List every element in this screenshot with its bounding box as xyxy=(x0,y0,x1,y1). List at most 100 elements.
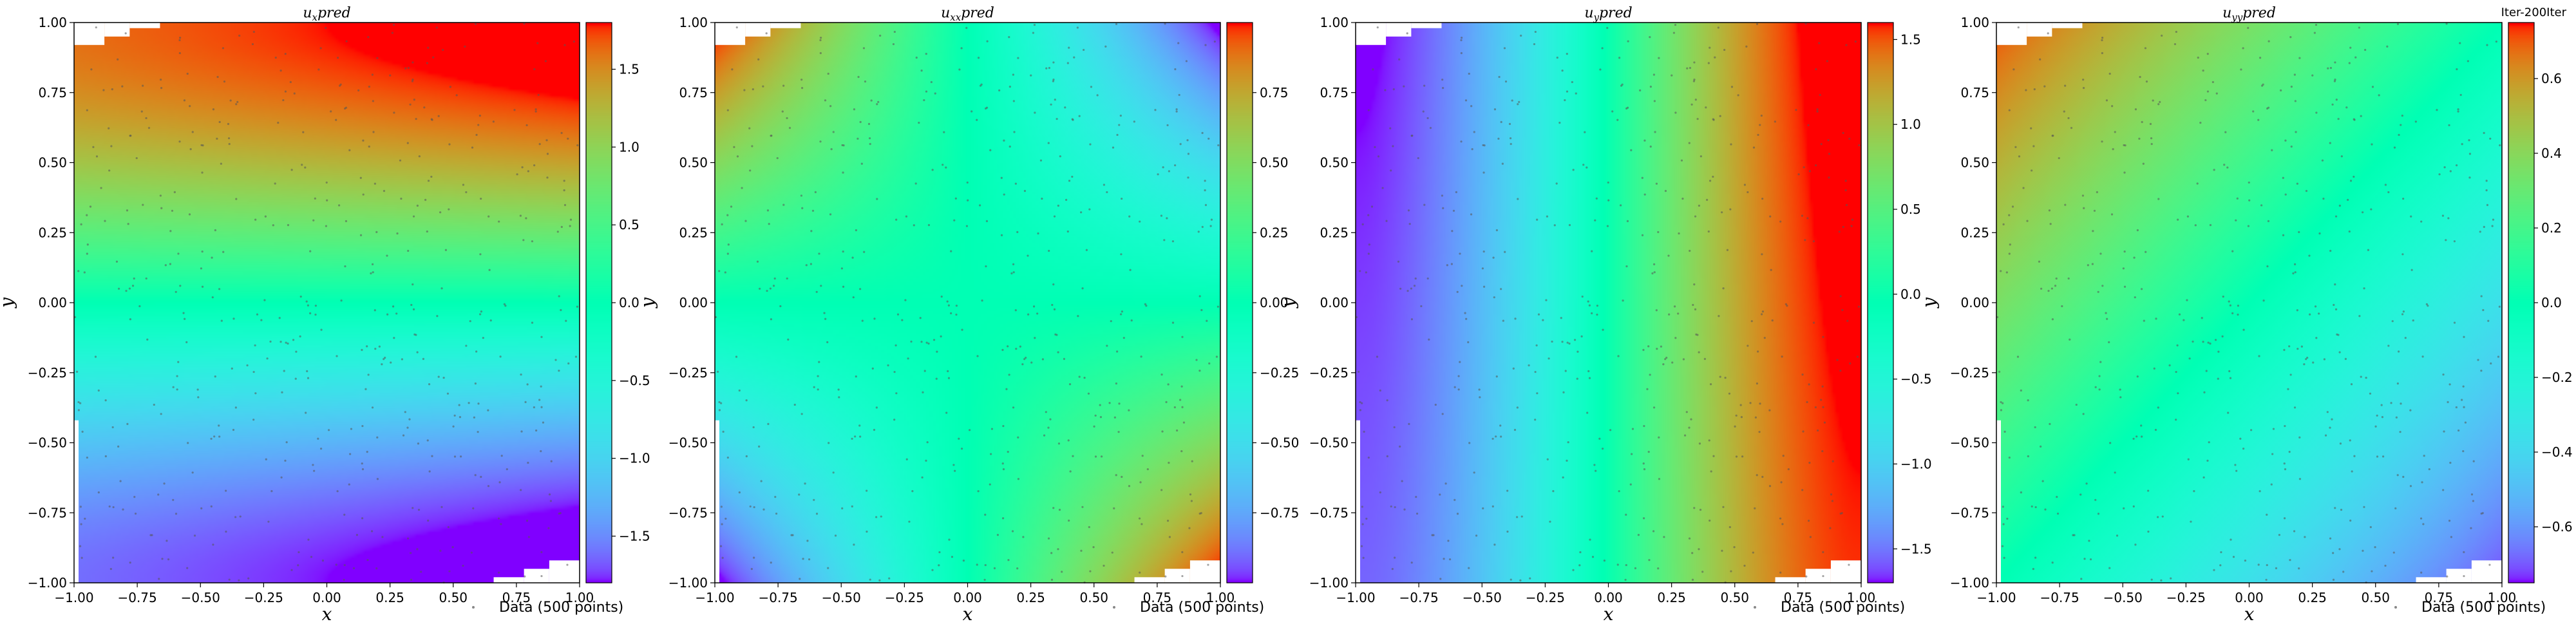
data-point xyxy=(800,79,803,81)
data-point xyxy=(444,249,448,251)
data-point xyxy=(1185,60,1188,62)
data-point xyxy=(1553,224,1556,227)
data-point xyxy=(1120,253,1122,256)
data-point xyxy=(962,559,965,562)
data-point xyxy=(940,335,942,338)
data-point xyxy=(1513,428,1517,431)
data-point xyxy=(2202,476,2205,478)
data-point xyxy=(294,377,297,380)
data-point xyxy=(1464,312,1466,314)
data-point xyxy=(2228,370,2231,372)
data-point xyxy=(79,402,82,404)
data-point xyxy=(2289,35,2292,39)
data-point xyxy=(564,204,567,206)
data-point xyxy=(1578,564,1581,567)
data-point xyxy=(236,100,239,103)
data-point xyxy=(1021,363,1024,366)
data-point xyxy=(2257,118,2260,121)
data-point xyxy=(310,556,313,558)
data-point xyxy=(1708,439,1710,442)
data-point xyxy=(727,243,730,246)
data-point xyxy=(2257,564,2260,566)
data-point xyxy=(2334,61,2336,64)
mask-corner xyxy=(1356,23,1387,45)
data-point xyxy=(1639,89,1642,91)
data-point xyxy=(446,392,450,395)
data-point xyxy=(996,534,999,536)
data-point xyxy=(1410,135,1413,137)
data-point xyxy=(1066,230,1069,233)
data-point xyxy=(1069,470,1072,473)
data-point xyxy=(1854,40,1857,43)
data-point xyxy=(138,305,141,308)
data-point xyxy=(741,187,743,189)
data-point xyxy=(297,564,299,567)
data-point xyxy=(859,120,862,124)
data-point xyxy=(1828,176,1830,179)
data-point xyxy=(216,75,219,79)
data-point xyxy=(1181,406,1184,408)
data-point xyxy=(2293,406,2297,409)
data-point xyxy=(448,208,450,211)
data-point xyxy=(2270,483,2273,486)
data-point xyxy=(2463,336,2465,338)
data-point xyxy=(1658,478,1661,480)
data-point xyxy=(1166,124,1169,127)
data-point xyxy=(824,99,827,102)
data-point xyxy=(1468,442,1471,444)
data-point xyxy=(1520,34,1522,37)
data-point xyxy=(498,571,500,574)
data-point xyxy=(819,140,822,143)
data-point xyxy=(2410,215,2412,218)
y-tick-label: 0.25 xyxy=(1320,225,1349,240)
data-point xyxy=(95,155,99,158)
data-point xyxy=(1391,567,1394,571)
data-point xyxy=(1518,100,1520,103)
data-point xyxy=(428,383,431,386)
data-point xyxy=(2349,180,2353,182)
data-point xyxy=(2312,361,2315,364)
data-point xyxy=(1054,333,1057,336)
y-tick-label: −0.25 xyxy=(1950,365,1989,381)
data-point xyxy=(2136,229,2139,232)
data-point xyxy=(2114,471,2116,474)
data-point xyxy=(497,517,500,520)
data-point xyxy=(1037,232,1039,235)
data-point xyxy=(520,430,523,433)
data-point xyxy=(1705,106,1707,109)
data-point xyxy=(1012,406,1015,409)
data-point xyxy=(2244,559,2247,562)
data-point xyxy=(1104,45,1107,48)
data-point xyxy=(2401,253,2404,256)
data-point xyxy=(80,223,82,225)
data-point xyxy=(252,419,255,421)
data-point xyxy=(961,328,963,331)
data-point xyxy=(815,290,818,293)
data-point xyxy=(730,205,733,208)
data-point xyxy=(386,313,389,316)
data-point xyxy=(2075,403,2078,406)
data-point xyxy=(714,316,717,319)
data-point xyxy=(799,578,801,580)
data-point xyxy=(1761,253,1763,256)
data-point xyxy=(453,455,457,458)
data-point xyxy=(1735,455,1738,458)
data-point xyxy=(879,34,882,37)
data-point xyxy=(1552,490,1555,493)
data-point xyxy=(2219,564,2222,567)
data-point xyxy=(2242,328,2245,331)
data-point xyxy=(1399,445,1401,448)
data-point xyxy=(100,187,102,189)
data-point xyxy=(824,317,827,320)
data-point xyxy=(1053,215,1056,218)
data-point xyxy=(2209,342,2211,345)
data-point xyxy=(540,406,543,408)
data-point xyxy=(2457,108,2459,111)
data-point xyxy=(134,512,137,515)
data-point xyxy=(2196,182,2199,185)
data-point xyxy=(2284,193,2287,196)
data-point xyxy=(1588,377,1591,379)
data-point xyxy=(1533,43,1536,46)
data-point xyxy=(2282,234,2285,236)
data-point xyxy=(196,388,199,391)
